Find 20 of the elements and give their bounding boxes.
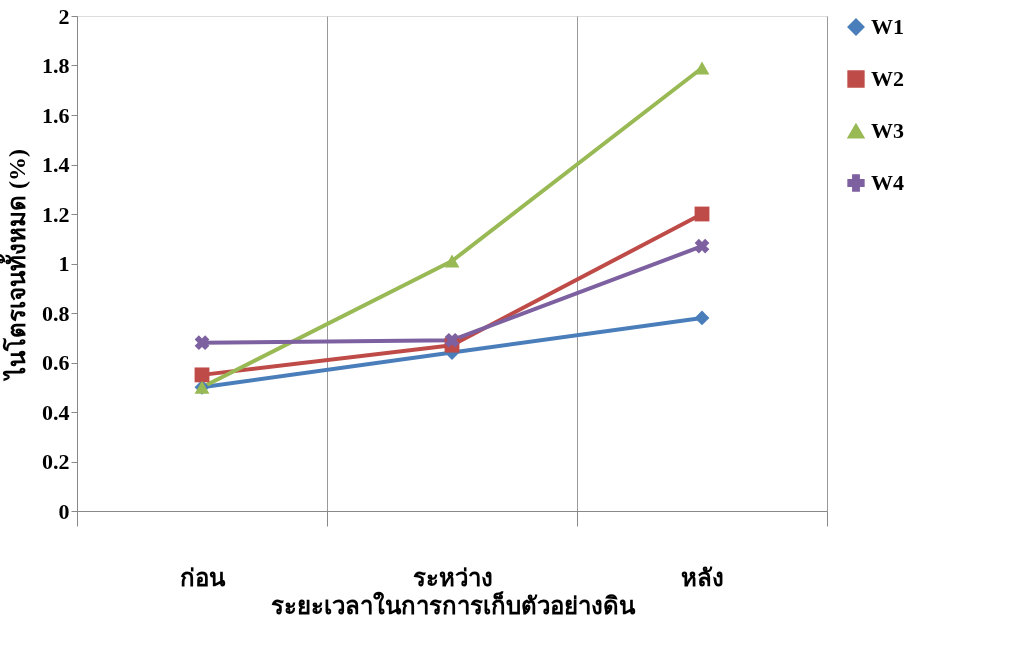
y-tick-label: 0.6: [42, 350, 70, 375]
y-tick-label: 1.6: [42, 102, 70, 128]
legend-label: W4: [871, 170, 904, 195]
y-axis-title: ไนโตรเจนทั้งหมด (%): [0, 149, 30, 382]
y-tick-label: 0: [58, 498, 70, 524]
legend-label: W3: [871, 118, 904, 143]
y-tick-label: 1.2: [42, 201, 70, 227]
x-tick-label: ก่อน: [180, 564, 226, 591]
x-tick-label: หลัง: [681, 564, 724, 591]
legend-label: W1: [871, 14, 904, 39]
x-axis-title: ระยะเวลาในการการเก็บตัวอย่างดิน: [270, 590, 636, 619]
y-tick-label: 1: [58, 251, 70, 276]
x-tick-label: ระหว่าง: [412, 564, 493, 591]
y-tick-label: 1.8: [42, 53, 70, 78]
y-tick-label: 0.2: [42, 449, 70, 474]
y-tick-label: 1.4: [42, 152, 70, 177]
y-tick-label: 0.8: [42, 300, 70, 326]
y-tick-label: 0.4: [42, 399, 70, 425]
legend-label: W2: [871, 66, 904, 91]
y-tick-label: 2: [58, 3, 70, 29]
